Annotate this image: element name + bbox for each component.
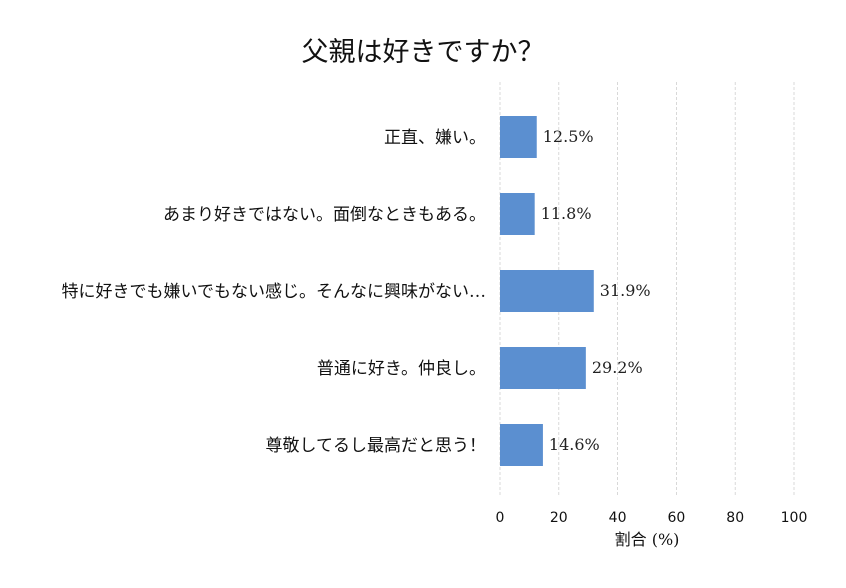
bar bbox=[500, 270, 594, 312]
bar bbox=[500, 424, 543, 466]
x-tick-label: 0 bbox=[496, 510, 505, 526]
category-label: あまり好きではない。面倒なときもある。 bbox=[163, 205, 486, 225]
x-axis-ticks: 0 20 40 60 80 100 bbox=[496, 510, 808, 526]
x-axis-title: 割合 (%) bbox=[615, 530, 680, 549]
category-labels: 正直、嫌い。あまり好きではない。面倒なときもある。特に好きでも嫌いでもない感じ。… bbox=[62, 128, 487, 456]
x-tick-label: 20 bbox=[550, 510, 568, 526]
chart-title: 父親は好きですか？ bbox=[301, 37, 545, 68]
value-labels: 12.5% 11.8% 31.9% 29.2% 14.6% bbox=[541, 127, 651, 454]
x-tick-label: 100 bbox=[781, 510, 808, 526]
value-label: 29.2% bbox=[592, 358, 643, 377]
bars bbox=[500, 116, 594, 466]
bar bbox=[500, 193, 535, 235]
category-label: 特に好きでも嫌いでもない感じ。そんなに興味がない… bbox=[62, 282, 487, 302]
value-label: 14.6% bbox=[549, 435, 600, 454]
x-tick-label: 40 bbox=[609, 510, 627, 526]
value-label: 12.5% bbox=[543, 127, 594, 146]
category-label: 尊敬してるし最高だと思う！ bbox=[266, 436, 487, 456]
x-tick-label: 60 bbox=[667, 510, 685, 526]
category-label: 普通に好き。仲良し。 bbox=[317, 359, 486, 379]
bar bbox=[500, 347, 586, 389]
bar bbox=[500, 116, 537, 158]
value-label: 11.8% bbox=[541, 204, 592, 223]
value-label: 31.9% bbox=[600, 281, 651, 300]
category-label: 正直、嫌い。 bbox=[384, 128, 486, 148]
x-tick-label: 80 bbox=[726, 510, 744, 526]
